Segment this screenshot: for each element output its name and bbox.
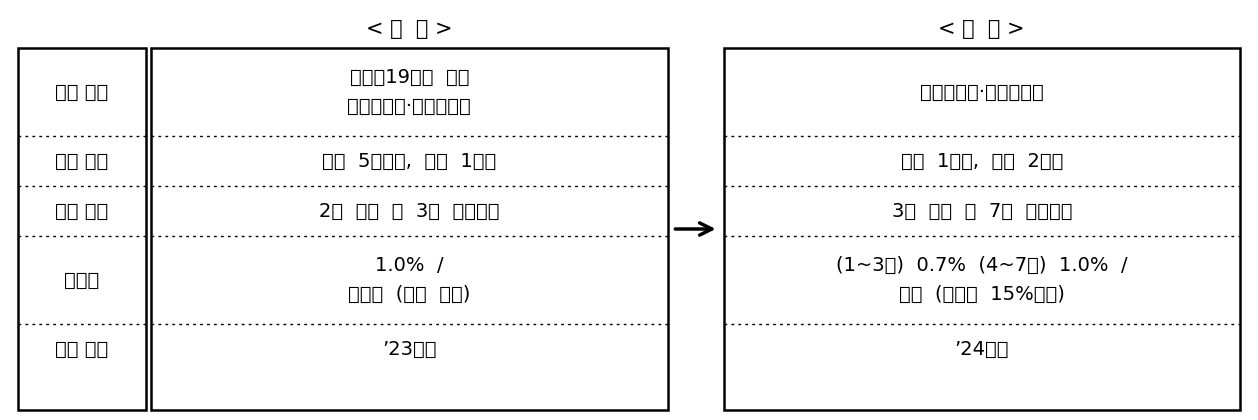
Text: < 기  존 >: < 기 존 >	[366, 19, 453, 39]
Text: (1~3년)  0.7%  (4~7년)  1.0%  /
연납  (일시납  15%할인): (1~3년) 0.7% (4~7년) 1.0% / 연납 (일시납 15%할인)	[835, 256, 1127, 304]
Text: 신청 기한: 신청 기한	[55, 339, 108, 359]
Text: 대환 한도: 대환 한도	[55, 152, 108, 171]
Text: 보증료: 보증료	[64, 270, 99, 289]
Text: 지원 대상: 지원 대상	[55, 82, 108, 102]
Text: 개인  5천만원,  법인  1억원: 개인 5천만원, 법인 1억원	[322, 152, 497, 171]
Bar	[18, 48, 146, 410]
Text: < 개  편 >: < 개 편 >	[938, 19, 1025, 39]
Bar	[723, 48, 1240, 410]
Text: ’24년말: ’24년말	[955, 339, 1009, 359]
Text: 1.0%  /
일시납  (일부  연납): 1.0% / 일시납 (일부 연납)	[348, 256, 470, 304]
Text: 상환 구조: 상환 구조	[55, 202, 108, 220]
Text: 개인  1억원,  법인  2억원: 개인 1억원, 법인 2억원	[901, 152, 1063, 171]
Text: 개인사업자·법인소기업: 개인사업자·법인소기업	[920, 82, 1044, 102]
Text: ’23년말: ’23년말	[382, 339, 437, 359]
Text: 3년  거치  후  7년  분할상환: 3년 거치 후 7년 분할상환	[892, 202, 1072, 220]
Text: 2년  거치  후  3년  분할상환: 2년 거치 후 3년 분할상환	[320, 202, 499, 220]
Bar	[151, 48, 668, 410]
Text: 코로나19피해  확인
개인사업자·법인소기업: 코로나19피해 확인 개인사업자·법인소기업	[347, 68, 472, 116]
